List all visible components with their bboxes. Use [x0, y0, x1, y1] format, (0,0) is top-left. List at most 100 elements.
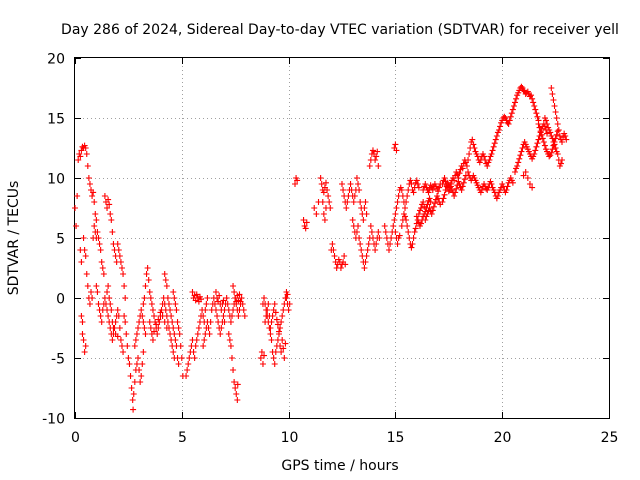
data-point: [530, 99, 537, 106]
data-point: [191, 355, 198, 361]
data-point: [110, 325, 117, 331]
data-point: [120, 349, 127, 355]
data-point: [430, 203, 437, 210]
data-point: [488, 151, 495, 157]
data-point: [118, 343, 125, 349]
data-point: [163, 325, 170, 331]
data-point: [280, 307, 287, 313]
data-point: [132, 337, 139, 343]
data-point: [139, 313, 146, 319]
data-point: [313, 211, 320, 217]
data-point: [415, 184, 422, 191]
data-point: [155, 316, 162, 323]
data-point: [149, 337, 156, 343]
data-point: [517, 152, 524, 159]
data-point: [74, 193, 81, 199]
data-point: [78, 313, 85, 319]
data-point: [100, 271, 107, 277]
data-point: [559, 139, 566, 145]
data-point: [428, 211, 435, 217]
data-point: [218, 325, 225, 331]
data-point: [115, 313, 122, 319]
data-point: [516, 155, 523, 162]
data-point: [445, 188, 452, 195]
data-point: [509, 179, 516, 186]
data-point: [427, 199, 434, 205]
data-point: [343, 205, 350, 211]
data-point: [109, 337, 116, 343]
data-point: [207, 319, 214, 325]
data-point: [390, 223, 397, 229]
data-point: [146, 319, 153, 325]
data-point: [347, 181, 354, 187]
data-point: [519, 145, 526, 151]
data-point: [236, 291, 243, 298]
data-point: [154, 331, 161, 337]
data-point: [89, 193, 96, 199]
data-point: [303, 219, 310, 226]
data-point: [232, 385, 239, 391]
data-point: [285, 307, 292, 313]
data-point: [376, 235, 383, 241]
data-point: [381, 223, 388, 229]
data-point: [426, 195, 433, 202]
data-point: [382, 229, 389, 235]
data-point: [374, 148, 381, 155]
data-point: [83, 151, 90, 157]
data-point: [106, 295, 113, 301]
data-point: [391, 217, 398, 223]
data-point: [151, 328, 158, 335]
data-point: [202, 307, 209, 313]
data-point: [142, 283, 149, 289]
data-point: [170, 325, 177, 331]
data-point: [164, 295, 171, 301]
data-point: [402, 213, 409, 220]
data-point: [85, 175, 92, 181]
data-point: [118, 265, 125, 271]
data-point: [262, 301, 269, 307]
data-point: [79, 331, 86, 337]
x-tick-label: 25: [601, 430, 619, 446]
data-point: [183, 373, 190, 379]
data-point: [98, 259, 105, 265]
data-point: [484, 163, 491, 169]
x-axis-label: GPS time / hours: [281, 458, 398, 474]
data-point: [392, 141, 399, 148]
data-point: [79, 319, 86, 325]
data-point: [130, 406, 137, 413]
data-point: [410, 235, 417, 241]
data-point: [220, 297, 227, 304]
data-point: [259, 361, 266, 367]
data-point: [140, 319, 147, 325]
data-point: [529, 95, 536, 102]
data-point: [135, 355, 142, 361]
data-point: [393, 205, 400, 211]
y-tick-label: -5: [51, 352, 65, 368]
data-point: [157, 309, 164, 316]
data-point: [81, 247, 88, 253]
data-point: [373, 241, 380, 247]
data-point: [537, 128, 544, 135]
data-point: [425, 189, 432, 196]
data-point: [95, 301, 102, 307]
data-point: [163, 283, 170, 289]
data-point: [394, 241, 401, 247]
data-point: [80, 235, 87, 241]
x-tick-label: 20: [494, 430, 512, 446]
data-point: [84, 163, 91, 169]
data-point: [135, 325, 142, 331]
data-point: [185, 361, 192, 367]
data-point: [286, 301, 293, 307]
data-point: [429, 207, 436, 214]
data-point: [151, 313, 158, 319]
data-point: [369, 147, 376, 154]
data-point: [551, 141, 558, 148]
data-point: [114, 307, 121, 313]
data-point: [143, 271, 150, 277]
data-point: [542, 117, 549, 124]
data-point: [547, 129, 554, 136]
data-point: [529, 184, 536, 191]
data-point: [91, 199, 98, 205]
data-point: [337, 265, 344, 271]
data-point: [436, 184, 443, 191]
